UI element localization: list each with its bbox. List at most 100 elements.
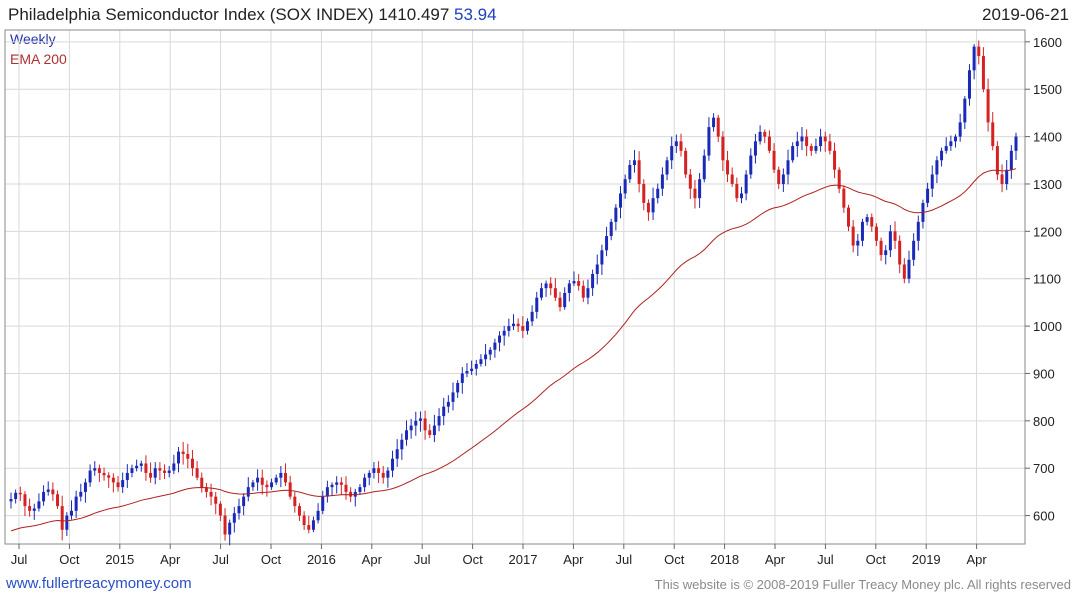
candle-body xyxy=(772,150,776,170)
website-link[interactable]: www.fullertreacymoney.com xyxy=(6,575,192,592)
candle-body xyxy=(242,496,246,507)
candle-body xyxy=(107,475,111,478)
candle-body xyxy=(302,515,306,526)
candle-body xyxy=(898,240,902,265)
candle-body xyxy=(465,371,469,374)
candle-body xyxy=(153,468,157,478)
candle-body xyxy=(646,202,650,213)
candle-body xyxy=(391,458,395,471)
candle-body xyxy=(814,146,818,151)
candle-body xyxy=(279,472,283,478)
candle-body xyxy=(833,150,837,170)
candle-body xyxy=(619,193,623,208)
candle-body xyxy=(23,494,27,507)
candle-body xyxy=(716,117,720,137)
candle-body xyxy=(377,468,381,473)
candle-body xyxy=(163,470,167,473)
candle-body xyxy=(470,368,474,372)
candle-body xyxy=(144,463,148,473)
candle-body xyxy=(986,89,990,123)
candle-body xyxy=(940,150,944,161)
candle-body xyxy=(926,188,930,203)
candle-body xyxy=(721,136,725,161)
candle-body xyxy=(763,131,767,137)
candle-body xyxy=(307,525,311,530)
candle-body xyxy=(79,491,83,497)
candle-body xyxy=(605,236,609,251)
candle-body xyxy=(860,221,864,241)
candle-body xyxy=(665,160,669,175)
candle-body xyxy=(288,482,292,497)
candle-body xyxy=(256,477,260,483)
candle-body xyxy=(437,416,441,426)
legend-weekly: Weekly xyxy=(10,31,56,47)
chart-title: Philadelphia Semiconductor Index (SOX IN… xyxy=(8,5,497,25)
y-tick-label: 1000 xyxy=(1033,319,1062,334)
candle-body xyxy=(930,174,934,189)
candle-body xyxy=(46,489,50,492)
copyright-text: This website is © 2008-2019 Fuller Treac… xyxy=(654,577,1071,592)
candle-body xyxy=(963,98,967,123)
candle-body xyxy=(83,482,87,492)
candle-body xyxy=(446,401,450,407)
candle-body xyxy=(372,468,376,473)
x-tick-label: 2019 xyxy=(912,552,941,567)
candle-body xyxy=(935,160,939,175)
candle-body xyxy=(902,264,906,279)
candle-body xyxy=(684,150,688,175)
candle-body xyxy=(809,146,813,151)
candle-body xyxy=(907,259,911,279)
candle-body xyxy=(632,160,636,166)
candle-body xyxy=(363,477,367,488)
candle-body xyxy=(195,468,199,478)
candle-body xyxy=(847,207,850,227)
candle-body xyxy=(698,179,702,199)
x-tick-label: Apr xyxy=(765,552,786,567)
candle-body xyxy=(428,430,432,436)
candle-body xyxy=(525,321,529,331)
candle-body xyxy=(553,288,557,298)
candle-body xyxy=(828,141,832,151)
candle-body xyxy=(567,283,571,293)
candle-body xyxy=(730,174,734,184)
x-tick-label: Jul xyxy=(817,552,834,567)
candle-body xyxy=(944,146,948,151)
candle-body xyxy=(32,508,36,511)
y-tick-label: 900 xyxy=(1033,366,1055,381)
candle-body xyxy=(507,326,511,331)
candle-body xyxy=(609,221,613,237)
candle-body xyxy=(28,506,32,511)
candle-body xyxy=(344,484,348,492)
candle-body xyxy=(995,146,999,175)
candle-body xyxy=(614,207,618,222)
candle-body xyxy=(18,492,22,495)
candle-body xyxy=(493,342,497,350)
candle-body xyxy=(74,496,78,511)
candle-body xyxy=(260,477,264,485)
x-tick-label: Apr xyxy=(563,552,584,567)
candle-body xyxy=(888,231,892,251)
candle-body xyxy=(591,273,595,289)
candle-body xyxy=(744,174,748,194)
candle-body xyxy=(51,489,55,495)
candle-body xyxy=(726,160,730,175)
candle-body xyxy=(916,221,920,241)
x-tick-label: Apr xyxy=(966,552,987,567)
candle-body xyxy=(791,146,795,161)
candle-body xyxy=(600,250,604,265)
y-tick-label: 1100 xyxy=(1033,272,1061,287)
candle-body xyxy=(795,141,799,147)
candle-body xyxy=(581,285,585,298)
candle-body xyxy=(190,458,194,469)
y-axis: 600 700 800 900 1000 1100 1200 1300 1400 1500 1600 xyxy=(1025,35,1062,524)
candle-body xyxy=(753,141,757,156)
candle-body xyxy=(693,188,697,199)
candle-body xyxy=(395,449,399,459)
x-tick-label: Jul xyxy=(414,552,431,567)
candle-body xyxy=(186,453,190,459)
y-tick-label: 600 xyxy=(1033,509,1055,524)
candle-body xyxy=(563,292,567,308)
candle-body xyxy=(637,160,641,184)
candle-body xyxy=(512,323,515,327)
candle-body xyxy=(558,297,562,308)
